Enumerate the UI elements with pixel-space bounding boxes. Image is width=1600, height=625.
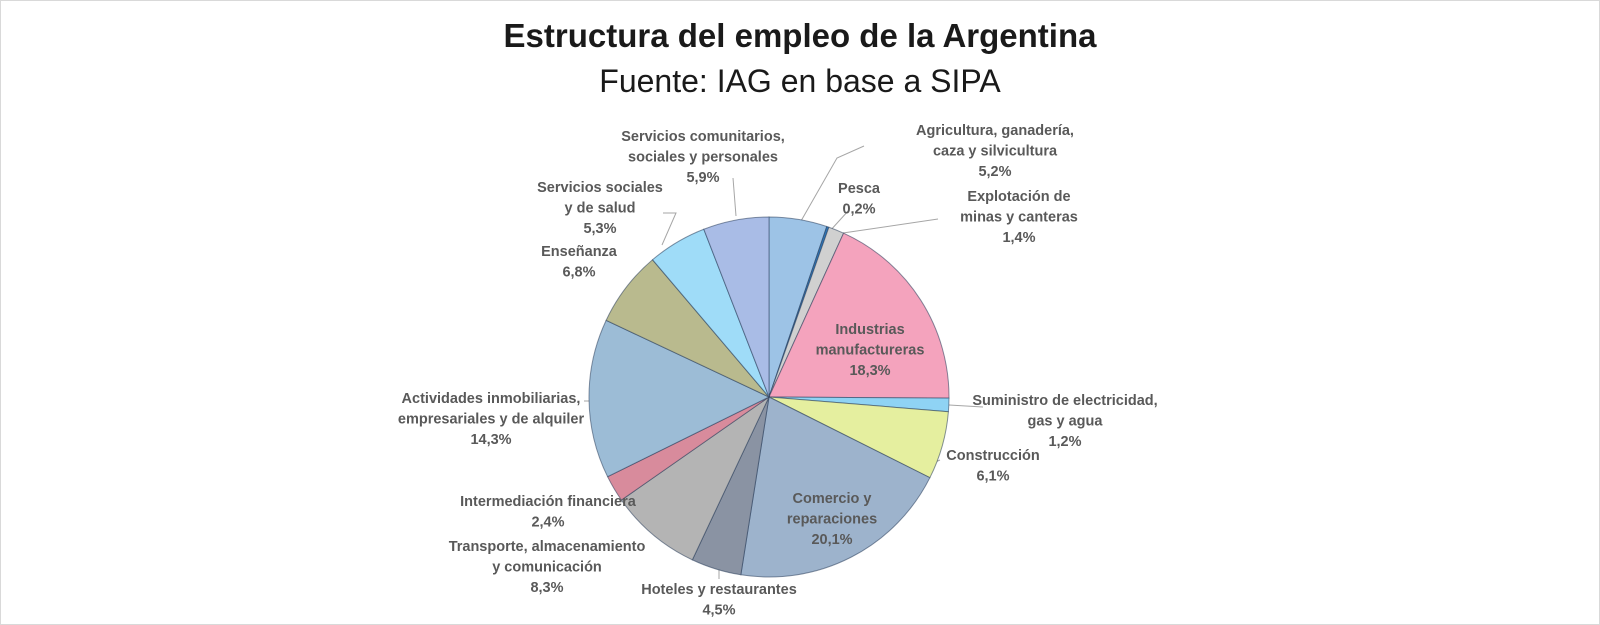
slice-label: Construcción 6,1%: [946, 448, 1039, 485]
slice-label: Servicios sociales y de salud 5,3%: [537, 180, 663, 237]
leader-line: [800, 145, 865, 222]
slice-label: Hoteles y restaurantes 4,5%: [641, 582, 797, 619]
slice-label: Enseñanza 6,8%: [541, 244, 618, 281]
slice-label: Agricultura, ganadería, caza y silvicultu…: [916, 123, 1074, 180]
chart-subtitle: Fuente: IAG en base a SIPA: [599, 63, 1001, 99]
leader-line: [948, 404, 984, 408]
pie-slice: [703, 216, 770, 398]
slice-label: Pesca 0,2%: [838, 181, 881, 218]
pie-slice: [768, 232, 950, 399]
slice-label: Servicios comunitarios, sociales y person…: [621, 129, 785, 186]
slice-label: Transporte, almacenamiento y comunicación…: [449, 539, 646, 596]
leader-line: [661, 212, 677, 246]
slice-label: Actividades inmobiliarias, empresariales …: [398, 391, 585, 448]
pie-slice: [620, 395, 771, 561]
chart-title: Estructura del empleo de la Argentina: [503, 17, 1097, 54]
leader-line: [732, 177, 737, 217]
pie-slice: [588, 319, 771, 478]
slice-label: Comercio y reparaciones 20,1%: [787, 491, 877, 548]
slice-label: Suministro de electricidad, gas y agua 1,2…: [972, 393, 1157, 450]
slice-label: Industrias manufactureras 18,3%: [816, 322, 925, 379]
slice-label: Intermediación financiera 2,4%: [460, 494, 637, 531]
leader-line: [842, 218, 939, 234]
slice-label: Explotación de minas y canteras 1,4%: [960, 189, 1078, 246]
pie-slice: [740, 396, 931, 578]
